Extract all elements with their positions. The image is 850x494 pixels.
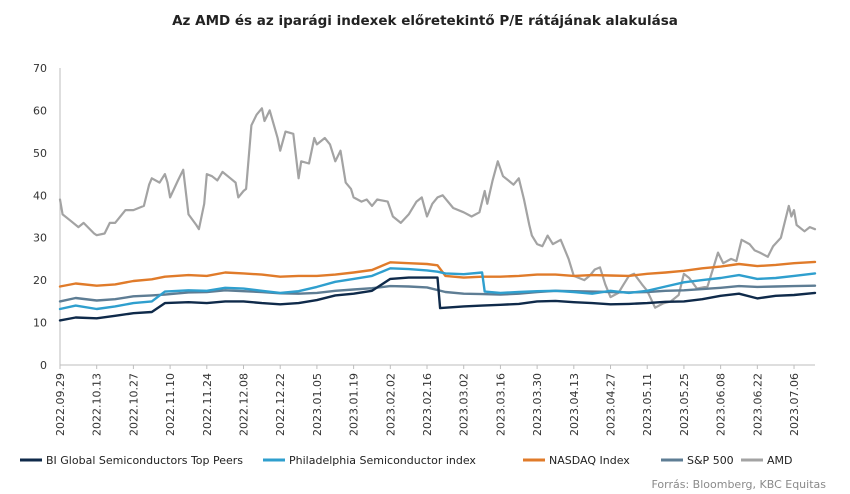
x-tick-label: 2023.02.02 (384, 373, 397, 436)
x-tick-label: 2022.10.27 (127, 373, 140, 436)
x-tick-label: 2022.09.29 (54, 373, 67, 436)
x-tick-label: 2022.12.08 (238, 373, 251, 436)
x-tick-label: 2022.11.10 (164, 373, 177, 436)
x-tick-label: 2023.02.16 (421, 373, 434, 436)
chart-title: Az AMD és az iparági indexek előretekint… (172, 13, 678, 29)
series-line-4 (58, 107, 817, 309)
legend-label-2: NASDAQ Index (549, 454, 630, 467)
x-tick-label: 2023.06.08 (715, 373, 728, 436)
y-axis: 0 10 20 30 40 50 60 70 (33, 62, 61, 372)
x-tick-label: 2023.04.13 (568, 373, 581, 436)
x-tick-label: 2023.01.19 (348, 373, 361, 436)
y-tick-label: 40 (33, 189, 47, 202)
legend-label-3: S&P 500 (687, 454, 734, 467)
x-tick-label: 2022.11.24 (201, 373, 214, 436)
legend: BI Global Semiconductors Top Peers Philad… (20, 454, 793, 467)
y-tick-label: 50 (33, 147, 47, 160)
x-tick-label: 2023.04.27 (605, 373, 618, 436)
y-tick-label: 10 (33, 317, 47, 330)
x-axis: 2022.09.29 2022.10.13 2022.10.27 2022.11.10… (54, 364, 815, 436)
legend-label-4: AMD (767, 454, 793, 467)
x-tick-label: 2023.05.25 (678, 373, 691, 436)
y-tick-label: 30 (33, 232, 47, 245)
x-tick-label: 2023.03.16 (494, 373, 507, 436)
y-tick-label: 70 (33, 62, 47, 75)
x-tick-label: 2023.03.02 (458, 373, 471, 436)
source-note: Forrás: Bloomberg, KBC Equitas (651, 478, 826, 491)
series-line-1 (58, 267, 817, 311)
series-line-3 (58, 284, 817, 303)
x-tick-label: 2023.07.06 (788, 373, 801, 436)
legend-label-0: BI Global Semiconductors Top Peers (46, 454, 243, 467)
y-tick-label: 0 (40, 359, 47, 372)
series-layer (58, 107, 817, 322)
x-tick-label: 2023.01.05 (311, 373, 324, 436)
y-tick-label: 60 (33, 104, 47, 117)
x-tick-label: 2023.05.11 (641, 373, 654, 436)
x-tick-label: 2022.10.13 (91, 373, 104, 436)
series-line-0 (58, 276, 817, 322)
series-line-2 (58, 260, 817, 288)
x-tick-label: 2023.03.30 (531, 373, 544, 436)
legend-label-1: Philadelphia Semiconductor index (289, 454, 476, 467)
x-tick-label: 2023.06.22 (751, 373, 764, 436)
y-tick-label: 20 (33, 274, 47, 287)
x-tick-label: 2022.12.22 (274, 373, 287, 436)
